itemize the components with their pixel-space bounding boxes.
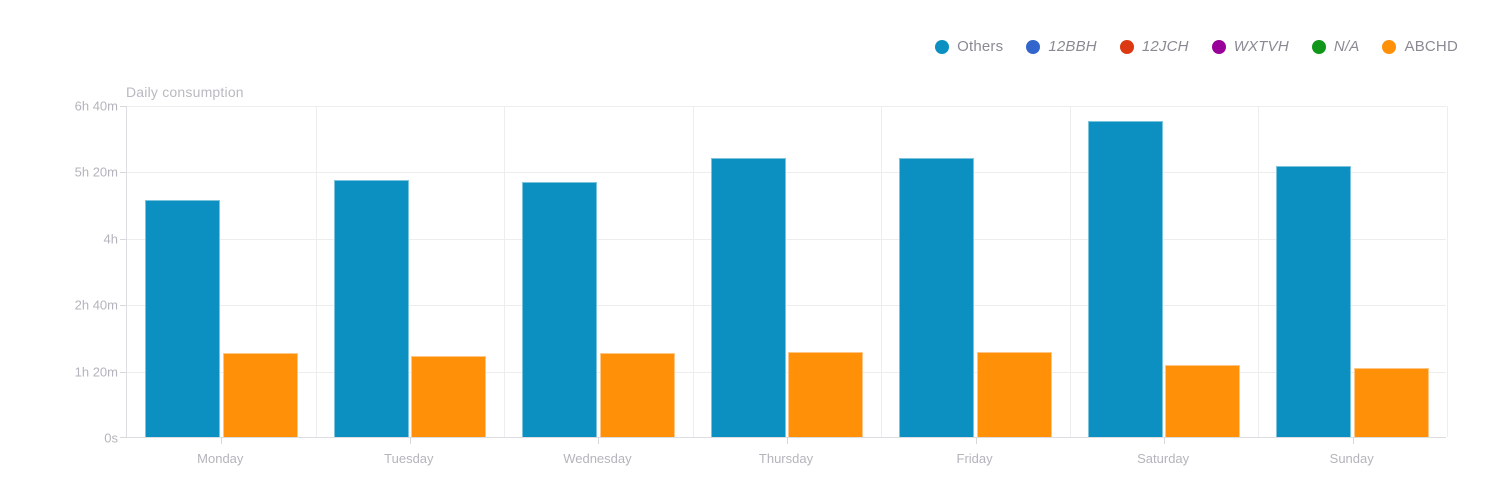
x-axis-label-saturday: Saturday <box>1137 451 1190 466</box>
legend-label-wxtvh: WXTVH <box>1233 38 1289 55</box>
legend-label-abchd: ABCHD <box>1404 38 1458 55</box>
chart-title: Daily consumption <box>126 84 244 100</box>
x-axis-tick <box>598 438 599 444</box>
gridline-vertical <box>881 106 882 437</box>
bar-abchd-monday[interactable] <box>223 353 298 437</box>
legend-color-dot-others <box>935 39 950 54</box>
y-axis-tick-label: 4h <box>103 231 118 247</box>
gridline-horizontal <box>127 172 1446 174</box>
bar-abchd-wednesday[interactable] <box>600 353 675 437</box>
legend-color-dot-12bbh <box>1026 39 1041 54</box>
x-axis-label-tuesday: Tuesday <box>384 451 434 466</box>
legend-label-others: Others <box>957 38 1004 55</box>
gridline-vertical <box>316 106 317 437</box>
bar-abchd-friday[interactable] <box>977 352 1052 437</box>
bar-others-thursday[interactable] <box>711 158 786 437</box>
y-axis-tick <box>120 172 126 174</box>
gridline-horizontal <box>127 305 1446 307</box>
legend-color-dot-n-a <box>1311 39 1326 54</box>
y-axis-tick-label: 2h 40m <box>74 297 118 313</box>
legend-item-others[interactable]: Others <box>935 38 1003 55</box>
legend-item-n-a[interactable]: N/A <box>1311 38 1360 55</box>
gridline-vertical <box>1070 106 1071 437</box>
gridline-vertical <box>504 106 505 437</box>
y-axis-tick-label: 6h 40m <box>74 98 118 114</box>
x-axis-tick <box>787 438 788 444</box>
x-axis-label-sunday: Sunday <box>1329 451 1374 466</box>
y-axis-tick <box>120 371 126 373</box>
plot-area <box>120 106 1448 444</box>
legend-item-wxtvh[interactable]: WXTVH <box>1211 38 1289 55</box>
x-axis-tick <box>410 438 411 444</box>
legend-color-dot-12jch <box>1119 39 1134 54</box>
gridline-vertical <box>1258 106 1259 437</box>
gridline-horizontal <box>127 238 1446 240</box>
y-axis-tick <box>120 437 126 438</box>
legend-color-dot-abchd <box>1382 39 1397 54</box>
bar-abchd-sunday[interactable] <box>1354 368 1429 437</box>
gridline-vertical <box>693 106 694 437</box>
y-axis-tick <box>120 238 126 240</box>
bar-abchd-tuesday[interactable] <box>411 356 486 437</box>
y-axis-tick-label: 5h 20m <box>74 164 118 180</box>
x-axis-label-wednesday: Wednesday <box>563 451 632 466</box>
bar-others-sunday[interactable] <box>1276 166 1351 437</box>
bar-others-monday[interactable] <box>145 200 220 437</box>
x-axis-tick <box>1353 438 1354 444</box>
legend-item-12jch[interactable]: 12JCH <box>1119 38 1189 55</box>
y-axis-tick-label: 0s <box>104 430 118 446</box>
bar-others-saturday[interactable] <box>1088 121 1163 437</box>
x-axis-label-friday: Friday <box>956 451 993 466</box>
x-axis-tick <box>1164 438 1165 444</box>
legend-label-12bbh: 12BBH <box>1048 38 1097 55</box>
y-axis-tick <box>120 305 126 307</box>
legend-label-n-a: N/A <box>1333 38 1360 55</box>
legend-item-abchd[interactable]: ABCHD <box>1382 38 1458 55</box>
bar-others-friday[interactable] <box>899 158 974 437</box>
gridline-horizontal <box>127 106 1446 107</box>
y-axis-tick <box>120 106 126 107</box>
bar-abchd-saturday[interactable] <box>1165 365 1240 437</box>
gridline-vertical <box>1447 106 1448 437</box>
x-axis-label-monday: Monday <box>197 451 244 466</box>
legend-item-12bbh[interactable]: 12BBH <box>1026 38 1097 55</box>
legend-color-dot-wxtvh <box>1211 39 1226 54</box>
bar-others-tuesday[interactable] <box>334 180 409 437</box>
chart-legend: Others 12BBH 12JCH WXTVH N/A ABCHD <box>935 38 1458 55</box>
x-axis-tick <box>976 438 977 444</box>
legend-label-12jch: 12JCH <box>1141 38 1189 55</box>
gridline-horizontal <box>127 371 1446 373</box>
y-axis-tick-label: 1h 20m <box>74 364 118 380</box>
bar-others-wednesday[interactable] <box>522 182 597 437</box>
x-axis-tick <box>221 438 222 444</box>
bar-abchd-thursday[interactable] <box>788 352 863 437</box>
x-axis-label-thursday: Thursday <box>758 451 814 466</box>
